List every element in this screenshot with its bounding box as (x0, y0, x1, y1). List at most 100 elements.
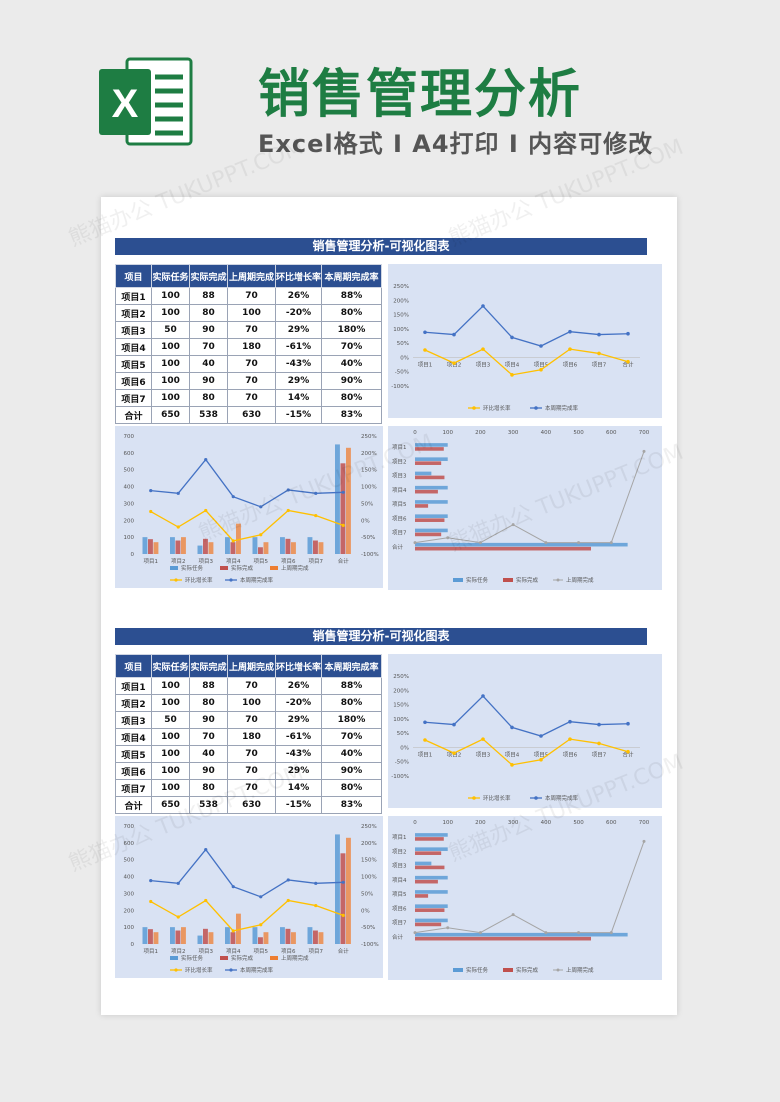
y-tick-label: 200% (393, 688, 409, 694)
y2-tick-label: 250% (361, 434, 377, 440)
bar (313, 540, 318, 554)
bar (153, 542, 159, 554)
data-point (341, 523, 345, 527)
data-point (539, 734, 543, 738)
table-cell: 90 (189, 321, 228, 339)
data-point (577, 541, 581, 545)
y-tick-label: 500 (124, 858, 135, 864)
y-tick-label: 项目2 (392, 458, 407, 465)
bar (415, 504, 429, 508)
bar (415, 443, 448, 447)
x-tick-label: 项目3 (476, 361, 491, 368)
table-cell: 项目5 (115, 355, 152, 373)
bar (175, 930, 181, 944)
table-cell: 88% (321, 677, 382, 695)
y2-tick-label: -50% (361, 925, 375, 931)
data-point (341, 490, 345, 494)
x-tick-label: 项目4 (226, 558, 241, 565)
table-cell: 70 (227, 389, 276, 407)
x-tick-label: 项目6 (281, 948, 296, 955)
bar (415, 485, 448, 490)
y-tick-label: 项目7 (392, 920, 407, 927)
table-cell: 40% (321, 355, 382, 373)
table-cell: -15% (275, 796, 322, 814)
legend-label: 环比增长率 (483, 794, 511, 802)
bar (313, 930, 318, 944)
table-row: 项目2 100 80 100 -20% 80% (115, 304, 382, 322)
table-cell: 29% (275, 321, 322, 339)
data-point (149, 899, 153, 904)
table-cell: 100 (151, 694, 190, 712)
legend-label: 上周期完成 (566, 966, 594, 974)
bar (415, 461, 442, 465)
x-tick-label: 项目1 (144, 948, 159, 955)
table-cell: 70% (321, 728, 382, 746)
table-cell: 88 (189, 677, 228, 695)
table-cell: 80% (321, 694, 382, 712)
combo-chart-svg: 700 600 500 400 300 200 100 0 250% 200% 150% 100% 50… (124, 434, 379, 584)
legend-swatch (170, 956, 178, 960)
y2-tick-label: 0% (361, 518, 370, 524)
table-cell: 100 (151, 389, 190, 407)
column-header: 上周期完成 (227, 264, 276, 288)
data-point (204, 458, 208, 462)
table-cell: 70 (227, 745, 276, 763)
legend-label: 实际任务 (466, 966, 489, 974)
table-cell: 70% (321, 338, 382, 356)
bar (148, 929, 153, 944)
table-cell: 70 (189, 338, 228, 356)
bar (415, 879, 438, 884)
sales-table: 项目 实际任务 实际完成 上周期完成 环比增长率 本周期完成率 项目1 100 88 70 26% 8… (115, 654, 382, 814)
bar (415, 833, 448, 837)
x-tick-label: 项目7 (309, 558, 324, 565)
column-header: 上周期完成 (227, 654, 276, 678)
legend-swatch (270, 566, 278, 570)
page-title: 销售管理分析 (258, 65, 583, 125)
x-tick-label: 项目6 (281, 558, 296, 565)
table-cell: 29% (275, 762, 322, 780)
table-cell: 538 (189, 406, 228, 424)
x-tick-label: 500 (573, 820, 584, 826)
legend-label: 环比增长率 (185, 966, 213, 974)
column-header: 本周期完成率 (321, 264, 382, 288)
table-row: 项目7 100 80 70 14% 80% (115, 779, 382, 797)
x-tick-label: 项目5 (254, 558, 269, 565)
bar (335, 834, 340, 944)
series-line (414, 841, 645, 934)
y-tick-label: 250% (393, 674, 409, 680)
bar (346, 837, 351, 944)
x-tick-label: 0 (413, 430, 417, 436)
bar (415, 847, 448, 851)
x-tick-label: 项目3 (476, 751, 491, 758)
bar (415, 514, 448, 518)
y2-tick-label: 100% (361, 485, 377, 491)
table-cell: 100 (151, 355, 190, 373)
combo-chart: 700 600 500 400 300 200 100 0 250% 200% 150% 100% 50… (115, 816, 383, 978)
data-point (452, 361, 456, 365)
legend-swatch (503, 968, 513, 972)
data-point (149, 509, 153, 514)
bar (340, 463, 346, 554)
combo-chart: 700 600 500 400 300 200 100 0 250% 200% 150% 100% 50… (115, 426, 383, 588)
legend-label: 实际任务 (181, 564, 204, 572)
bar (346, 447, 351, 554)
table-cell: -43% (275, 355, 322, 373)
table-row: 合计 650 538 630 -15% 83% (115, 406, 382, 424)
data-point (314, 903, 318, 908)
table-cell: 合计 (115, 796, 152, 814)
series-line (150, 848, 344, 898)
data-point (510, 335, 514, 340)
data-point (149, 879, 153, 883)
y-tick-label: 500 (124, 468, 135, 474)
y2-tick-label: -100% (361, 552, 379, 558)
legend-label: 环比增长率 (185, 576, 213, 584)
x-tick-label: 700 (639, 820, 650, 826)
table-cell: 50 (151, 321, 190, 339)
table-row: 项目3 50 90 70 29% 180% (115, 711, 382, 729)
table-cell: 项目7 (115, 389, 152, 407)
y-tick-label: 0 (131, 942, 135, 948)
y-tick-label: 200 (124, 518, 135, 524)
data-point (259, 895, 263, 899)
legend-swatch (503, 578, 513, 582)
bar (415, 489, 438, 494)
